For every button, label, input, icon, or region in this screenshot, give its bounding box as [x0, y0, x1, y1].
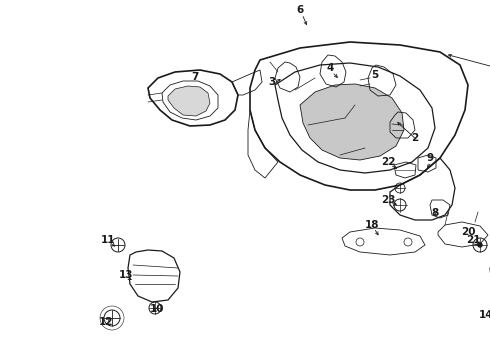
Text: 13: 13	[119, 270, 133, 280]
Text: 3: 3	[269, 77, 275, 87]
Text: 22: 22	[381, 157, 395, 167]
Text: 21: 21	[466, 235, 480, 245]
Text: 5: 5	[371, 70, 379, 80]
Text: 10: 10	[150, 304, 164, 314]
Text: 23: 23	[381, 195, 395, 205]
Text: 4: 4	[326, 63, 334, 73]
Text: 20: 20	[461, 227, 475, 237]
Text: 2: 2	[412, 133, 418, 143]
Text: 11: 11	[101, 235, 115, 245]
Text: 8: 8	[431, 208, 439, 218]
Text: 9: 9	[426, 153, 434, 163]
Text: 6: 6	[296, 5, 304, 15]
Polygon shape	[168, 86, 210, 116]
Circle shape	[478, 243, 482, 247]
Polygon shape	[300, 84, 404, 160]
Text: 12: 12	[99, 317, 113, 327]
Text: 18: 18	[365, 220, 379, 230]
Text: 7: 7	[191, 72, 198, 82]
Text: 14: 14	[479, 310, 490, 320]
